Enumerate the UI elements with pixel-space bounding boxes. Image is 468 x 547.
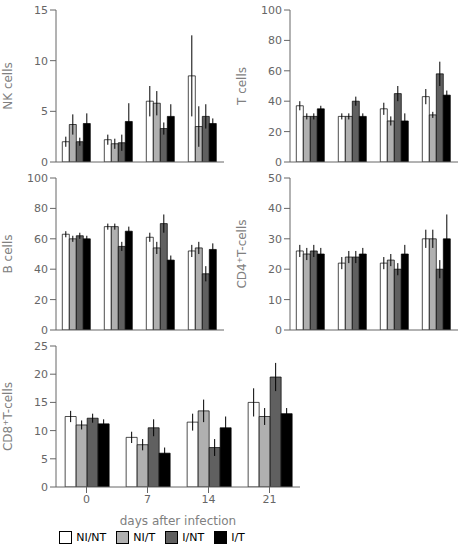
svg-text:14: 14 <box>202 493 216 506</box>
svg-text:100: 100 <box>27 172 48 185</box>
svg-text:20: 20 <box>34 294 48 307</box>
svg-text:CD4⁺T-cells: CD4⁺T-cells <box>235 219 249 288</box>
svg-text:0: 0 <box>41 481 48 494</box>
svg-text:15: 15 <box>34 4 48 17</box>
html-text:I/NT: I/NT <box>182 531 205 544</box>
svg-text:T cells: T cells <box>235 67 249 106</box>
svg-text:0: 0 <box>275 156 282 168</box>
svg-text:50: 50 <box>268 172 282 185</box>
svg-text:7: 7 <box>144 493 151 506</box>
svg-text:0: 0 <box>41 156 48 168</box>
svg-text:80: 80 <box>268 34 282 47</box>
svg-text:5: 5 <box>41 453 48 466</box>
svg-text:40: 40 <box>268 202 282 215</box>
svg-text:20: 20 <box>268 263 282 276</box>
html-text:NI/NT: NI/NT <box>76 531 107 544</box>
svg-text:40: 40 <box>34 263 48 276</box>
svg-text:60: 60 <box>268 65 282 78</box>
svg-text:20: 20 <box>268 126 282 139</box>
svg-text:0: 0 <box>41 324 48 336</box>
svg-text:40: 40 <box>268 95 282 108</box>
svg-text:CD8⁺T-cells: CD8⁺T-cells <box>8 382 15 451</box>
svg-text:NK cells: NK cells <box>8 62 15 110</box>
svg-text:5: 5 <box>41 105 48 118</box>
svg-text:100: 100 <box>261 4 282 17</box>
svg-text:21: 21 <box>263 493 277 506</box>
svg-text:80: 80 <box>34 202 48 215</box>
svg-text:days after infection: days after infection <box>120 514 236 528</box>
html-text:I/T: I/T <box>231 531 245 544</box>
svg-text:10: 10 <box>34 55 48 68</box>
svg-text:0: 0 <box>275 324 282 336</box>
svg-text:60: 60 <box>34 233 48 246</box>
svg-text:0: 0 <box>83 493 90 506</box>
svg-text:20: 20 <box>34 368 48 381</box>
svg-text:15: 15 <box>34 396 48 409</box>
svg-text:30: 30 <box>268 233 282 246</box>
svg-text:10: 10 <box>268 294 282 307</box>
svg-text:25: 25 <box>34 340 48 353</box>
svg-text:B cells: B cells <box>8 235 15 274</box>
svg-text:10: 10 <box>34 425 48 438</box>
html-text:NI/T: NI/T <box>133 531 156 544</box>
